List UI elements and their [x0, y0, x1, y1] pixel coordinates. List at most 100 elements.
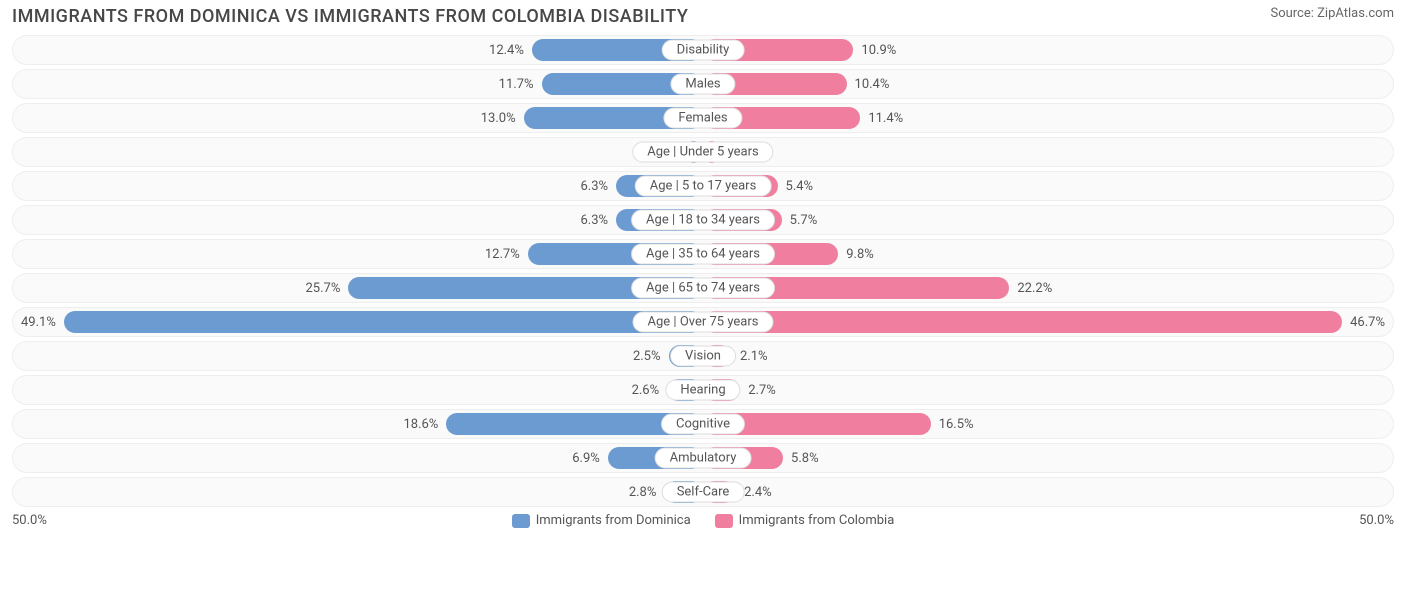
axis-max-left: 50.0% [12, 513, 47, 528]
bar-half-right: 5.7% [703, 206, 1393, 234]
bar-half-left: 12.7% [13, 240, 703, 268]
value-label-left: 11.7% [491, 77, 542, 92]
value-label-left: 49.1% [13, 315, 64, 330]
chart-row: 13.0% 11.4% Females [12, 103, 1394, 133]
chart-row: 12.4% 10.9% Disability [12, 35, 1394, 65]
value-label-right: 22.2% [1009, 281, 1060, 296]
value-label-right: 16.5% [931, 417, 982, 432]
legend-swatch-right [715, 514, 733, 528]
row-category-label: Age | 18 to 34 years [631, 210, 775, 231]
bar-half-right: 11.4% [703, 104, 1393, 132]
bar-half-right: 5.4% [703, 172, 1393, 200]
value-label-left: 2.6% [624, 383, 668, 398]
bar-half-left: 13.0% [13, 104, 703, 132]
bar-half-left: 49.1% [13, 308, 703, 336]
value-label-left: 25.7% [297, 281, 348, 296]
bar-half-right: 9.8% [703, 240, 1393, 268]
header: IMMIGRANTS FROM DOMINICA VS IMMIGRANTS F… [12, 6, 1394, 27]
axis-max-right: 50.0% [1359, 513, 1394, 528]
bar-half-left: 1.4% [13, 138, 703, 166]
chart-title: IMMIGRANTS FROM DOMINICA VS IMMIGRANTS F… [12, 6, 688, 27]
bar-right [703, 311, 1342, 333]
legend-item-left: Immigrants from Dominica [512, 513, 691, 528]
value-label-right: 5.8% [783, 451, 827, 466]
chart-row: 25.7% 22.2% Age | 65 to 74 years [12, 273, 1394, 303]
chart-container: IMMIGRANTS FROM DOMINICA VS IMMIGRANTS F… [0, 0, 1406, 612]
source-prefix: Source: [1270, 6, 1317, 21]
bar-half-right: 1.2% [703, 138, 1393, 166]
value-label-left: 2.8% [621, 485, 665, 500]
chart-row: 12.7% 9.8% Age | 35 to 64 years [12, 239, 1394, 269]
row-category-label: Age | 35 to 64 years [631, 244, 775, 265]
row-category-label: Age | Over 75 years [633, 312, 774, 333]
value-label-left: 6.9% [564, 451, 608, 466]
row-category-label: Vision [670, 346, 736, 367]
value-label-right: 5.4% [778, 179, 822, 194]
bar-half-left: 6.3% [13, 172, 703, 200]
value-label-left: 2.5% [625, 349, 669, 364]
chart-row: 1.4%1.2%Age | Under 5 years [12, 137, 1394, 167]
bar-half-right: 16.5% [703, 410, 1393, 438]
bar-left [64, 311, 703, 333]
legend: Immigrants from Dominica Immigrants from… [512, 513, 895, 528]
value-label-right: 9.8% [838, 247, 882, 262]
value-label-left: 6.3% [573, 179, 617, 194]
value-label-left: 13.0% [473, 111, 524, 126]
row-category-label: Hearing [665, 380, 740, 401]
chart-row: 6.3% 5.7% Age | 18 to 34 years [12, 205, 1394, 235]
bar-half-left: 18.6% [13, 410, 703, 438]
row-category-label: Disability [662, 40, 745, 61]
value-label-left: 18.6% [395, 417, 446, 432]
chart-row: 18.6% 16.5% Cognitive [12, 409, 1394, 439]
bar-half-right: 22.2% [703, 274, 1393, 302]
value-label-right: 46.7% [1342, 315, 1393, 330]
bar-half-right: 46.7% [703, 308, 1393, 336]
diverging-bar-chart: 12.4% 10.9% Disability 11.7% 10.4% Males 13.0%… [12, 35, 1394, 507]
bar-half-left: 2.6% [13, 376, 703, 404]
value-label-right: 10.9% [853, 43, 904, 58]
chart-row: 49.1% 46.7% Age | Over 75 years [12, 307, 1394, 337]
chart-row: 2.6% 2.7%Hearing [12, 375, 1394, 405]
chart-row: 6.9% 5.8% Ambulatory [12, 443, 1394, 473]
chart-footer: 50.0% Immigrants from Dominica Immigrant… [12, 513, 1394, 528]
value-label-right: 2.1% [732, 349, 776, 364]
row-category-label: Males [670, 74, 735, 95]
value-label-right: 2.7% [740, 383, 784, 398]
bar-half-right: 10.9% [703, 36, 1393, 64]
source-attribution: Source: ZipAtlas.com [1270, 6, 1394, 21]
bar-half-left: 2.8% [13, 478, 703, 506]
value-label-left: 12.4% [481, 43, 532, 58]
row-category-label: Age | Under 5 years [632, 142, 773, 163]
legend-item-right: Immigrants from Colombia [715, 513, 895, 528]
bar-half-left: 25.7% [13, 274, 703, 302]
bar-half-right: 10.4% [703, 70, 1393, 98]
bar-half-right: 5.8% [703, 444, 1393, 472]
value-label-right: 5.7% [782, 213, 826, 228]
value-label-left: 6.3% [573, 213, 617, 228]
legend-swatch-left [512, 514, 530, 528]
row-category-label: Age | 65 to 74 years [631, 278, 775, 299]
legend-label-right: Immigrants from Colombia [739, 513, 895, 528]
row-category-label: Ambulatory [655, 448, 752, 469]
bar-half-right: 2.1% [703, 342, 1393, 370]
value-label-left: 12.7% [477, 247, 528, 262]
row-category-label: Females [663, 108, 742, 129]
chart-row: 11.7% 10.4% Males [12, 69, 1394, 99]
bar-half-left: 11.7% [13, 70, 703, 98]
row-category-label: Self-Care [662, 482, 745, 503]
chart-row: 2.8% 2.4%Self-Care [12, 477, 1394, 507]
legend-label-left: Immigrants from Dominica [536, 513, 691, 528]
bar-half-left: 6.3% [13, 206, 703, 234]
value-label-right: 11.4% [860, 111, 911, 126]
chart-row: 2.5% 2.1%Vision [12, 341, 1394, 371]
source-name: ZipAtlas.com [1317, 6, 1394, 21]
row-category-label: Age | 5 to 17 years [635, 176, 772, 197]
bar-half-left: 2.5% [13, 342, 703, 370]
value-label-right: 10.4% [847, 77, 898, 92]
bar-half-left: 12.4% [13, 36, 703, 64]
bar-half-right: 2.4% [703, 478, 1393, 506]
chart-row: 6.3% 5.4% Age | 5 to 17 years [12, 171, 1394, 201]
bar-half-right: 2.7% [703, 376, 1393, 404]
bar-half-left: 6.9% [13, 444, 703, 472]
row-category-label: Cognitive [661, 414, 745, 435]
